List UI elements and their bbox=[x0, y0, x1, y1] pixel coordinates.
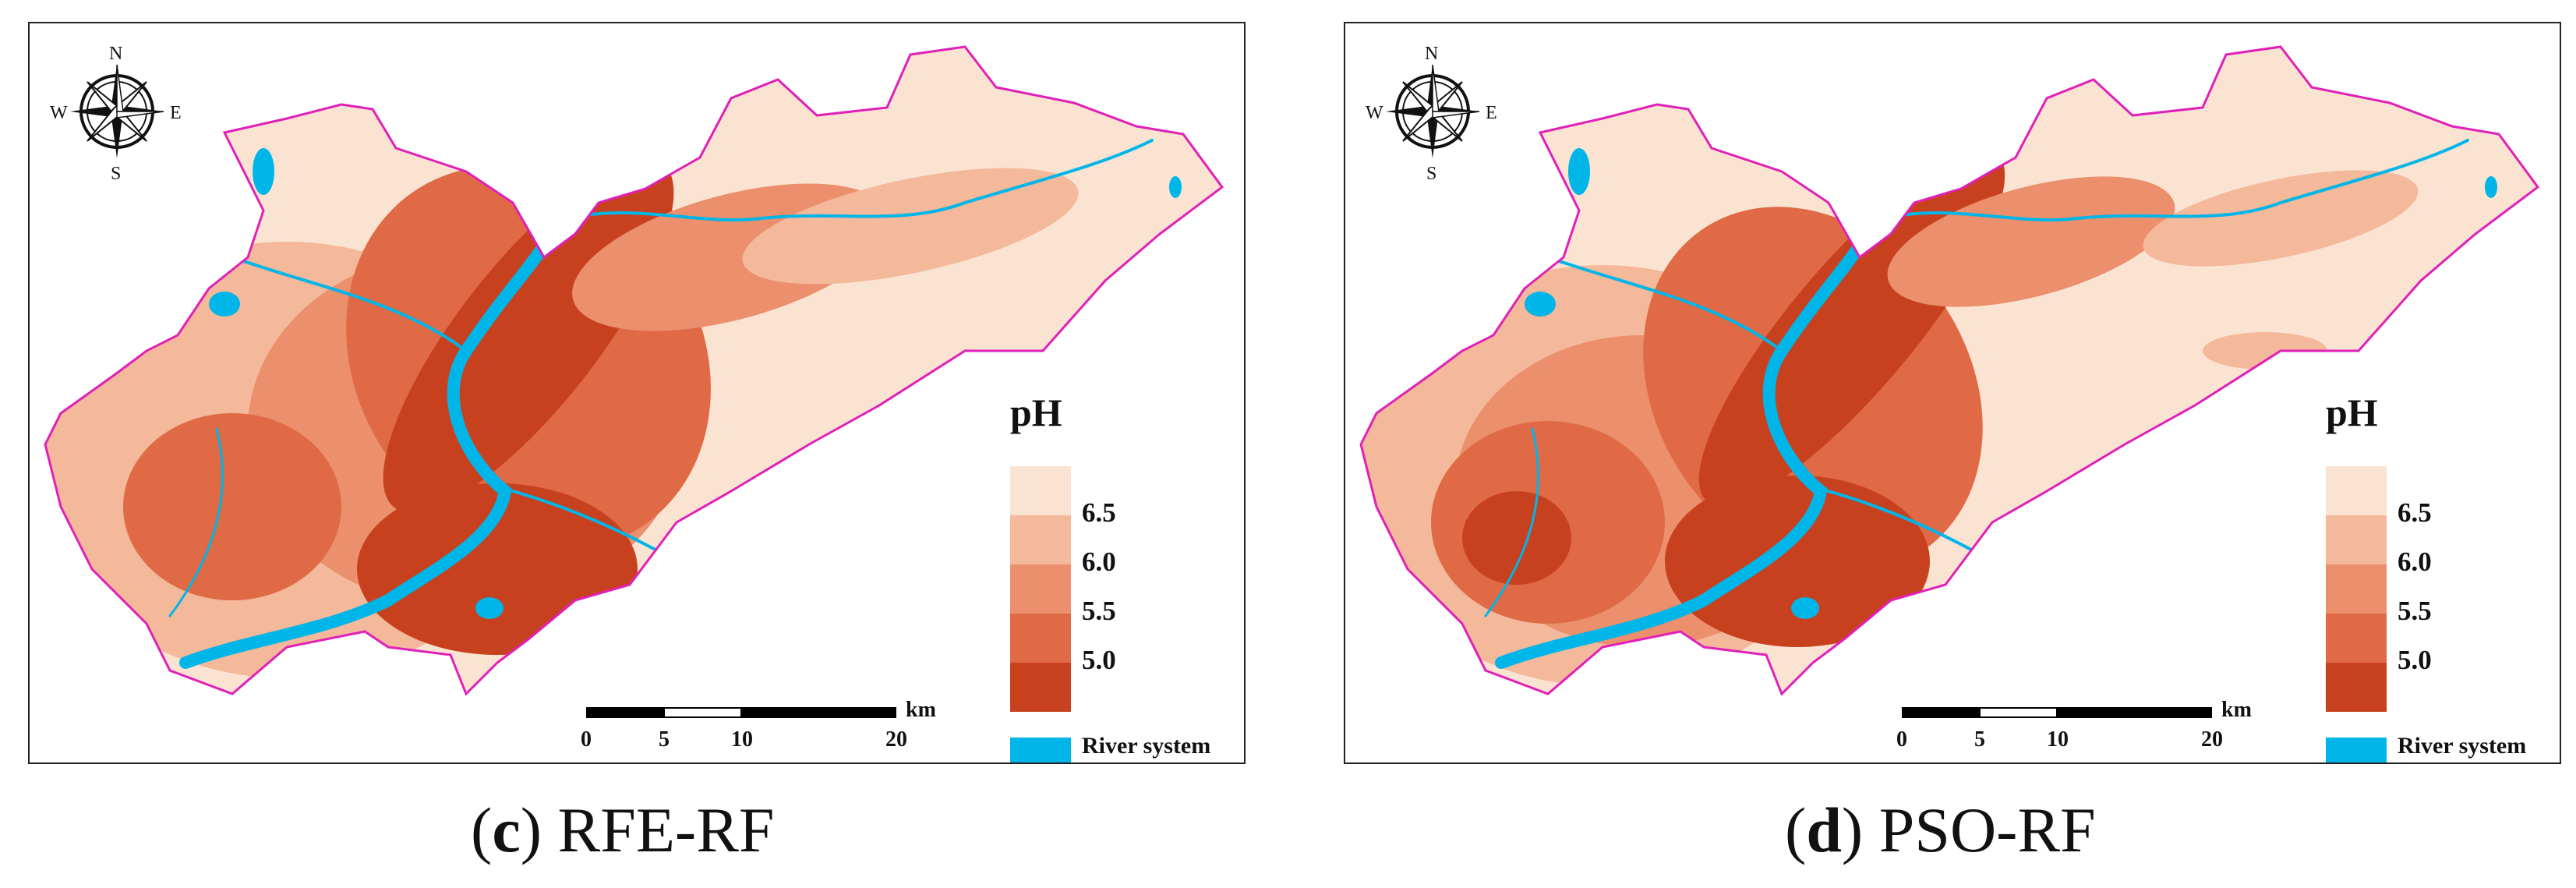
ph-class-low-west bbox=[1462, 491, 1571, 585]
ph-class-low-south bbox=[1665, 476, 1930, 647]
ph-legend: pH 6.5 6.0 5.5 5.0 River system bbox=[2323, 390, 2557, 762]
legend-swatch-river bbox=[1010, 738, 1071, 762]
ph-class-6-0-east bbox=[2143, 170, 2419, 267]
caption-letter: c bbox=[492, 794, 521, 865]
scale-tick-5: 5 bbox=[659, 727, 670, 752]
scale-segment-2 bbox=[1979, 707, 2058, 718]
legend-swatch-5-5 bbox=[1010, 564, 1071, 614]
ph-class-5-0-west bbox=[123, 413, 341, 600]
main-river bbox=[179, 196, 574, 669]
lakes bbox=[209, 148, 1182, 619]
lake-north bbox=[253, 148, 274, 195]
scale-segment-2 bbox=[663, 707, 742, 718]
legend-swatch-6-0 bbox=[2326, 515, 2387, 564]
lakes bbox=[1525, 148, 2497, 619]
main-river bbox=[1495, 196, 1889, 669]
compass-west-label: W bbox=[1366, 103, 1383, 123]
lake-east bbox=[1169, 176, 1182, 198]
scale-tick-20: 20 bbox=[2201, 727, 2223, 752]
lake-west bbox=[1525, 292, 1556, 317]
southwest-tributary bbox=[168, 427, 224, 617]
scale-tick-5: 5 bbox=[1974, 727, 1985, 752]
legend-swatch-5-0 bbox=[1010, 614, 1071, 663]
legend-swatch-5-5 bbox=[2326, 564, 2387, 614]
legend-swatch-high bbox=[1010, 466, 1071, 515]
legend-title: pH bbox=[2326, 391, 2378, 434]
scale-tick-10: 10 bbox=[731, 727, 753, 752]
study-area-boundary bbox=[44, 45, 1224, 696]
compass-west-label: W bbox=[50, 103, 68, 123]
lake-east bbox=[2485, 176, 2497, 198]
compass-north-label: N bbox=[1425, 44, 1439, 64]
scale-bar: km 0 5 10 20 bbox=[581, 698, 937, 762]
ph-class-6-0-east bbox=[742, 168, 1079, 285]
legend-title: pH bbox=[1010, 391, 1062, 434]
caption-method: RFE-RF bbox=[557, 794, 775, 865]
scale-unit: km bbox=[2221, 698, 2252, 722]
ph-map-rfe-rf bbox=[44, 45, 1224, 696]
caption-letter: d bbox=[1806, 794, 1842, 865]
study-area-boundary bbox=[1359, 45, 2540, 696]
legend-swatch-low bbox=[1010, 663, 1071, 712]
scale-bar: km 0 5 10 20 bbox=[1896, 698, 2253, 762]
legend-label-5-5: 5.5 bbox=[2398, 596, 2432, 626]
legend-label-6-5: 6.5 bbox=[2398, 497, 2432, 528]
lake-south bbox=[475, 597, 504, 619]
legend-label-5-5: 5.5 bbox=[1082, 596, 1116, 626]
scale-segment-1 bbox=[586, 707, 665, 718]
legend-swatch-5-0 bbox=[2326, 614, 2387, 663]
ph-class-5-5-east bbox=[1887, 176, 2175, 307]
legend-swatch-high bbox=[2326, 466, 2387, 515]
caption-pso-rf: (d) PSO-RF bbox=[1785, 794, 2096, 865]
compass-south-label: S bbox=[111, 164, 122, 184]
legend-label-6-0: 6.0 bbox=[2398, 547, 2432, 577]
ph-legend: pH 6.5 6.0 5.5 5.0 River system bbox=[1007, 390, 1241, 762]
legend-swatch-low bbox=[2326, 663, 2387, 712]
compass-south-label: S bbox=[1426, 164, 1437, 184]
legend-label-6-5: 6.5 bbox=[1082, 497, 1116, 528]
compass-rose: N S W E bbox=[1362, 37, 1503, 186]
caption-method: PSO-RF bbox=[1878, 794, 2096, 865]
legend-swatch-river bbox=[2326, 738, 2387, 762]
scale-segment-3 bbox=[740, 707, 896, 718]
compass-east-label: E bbox=[1486, 103, 1497, 123]
compass-rose: N S W E bbox=[47, 37, 187, 186]
southwest-tributary bbox=[1484, 427, 1539, 617]
scale-tick-10: 10 bbox=[2047, 727, 2069, 752]
map-panel-rfe-rf: N S W E pH 6.5 6.0 5.5 5.0 River system … bbox=[28, 22, 1246, 764]
scale-tick-0: 0 bbox=[1896, 727, 1907, 752]
compass-rose-icon bbox=[1386, 64, 1480, 158]
scale-tick-20: 20 bbox=[885, 727, 907, 752]
legend-swatch-6-0 bbox=[1010, 515, 1071, 564]
scale-segment-1 bbox=[1902, 707, 1981, 718]
compass-rose-icon bbox=[70, 64, 164, 158]
east-tributary bbox=[566, 139, 1154, 222]
scale-segment-3 bbox=[2056, 707, 2212, 718]
lake-west bbox=[209, 292, 240, 317]
legend-label-6-0: 6.0 bbox=[1082, 547, 1116, 577]
compass-north-label: N bbox=[109, 44, 123, 64]
legend-label-river: River system bbox=[2398, 733, 2527, 759]
map-panel-pso-rf: N S W E pH 6.5 6.0 5.5 5.0 River system … bbox=[1344, 22, 2561, 764]
scale-tick-0: 0 bbox=[581, 727, 592, 752]
lake-south bbox=[1791, 597, 1819, 619]
compass-east-label: E bbox=[170, 103, 182, 123]
scale-unit: km bbox=[906, 698, 936, 722]
legend-label-5-0: 5.0 bbox=[1082, 645, 1116, 675]
east-tributary bbox=[1882, 139, 2469, 222]
lake-north bbox=[1568, 148, 1590, 195]
legend-label-river: River system bbox=[1082, 733, 1211, 759]
caption-rfe-rf: (c) RFE-RF bbox=[471, 794, 775, 865]
legend-label-5-0: 5.0 bbox=[2398, 645, 2432, 675]
